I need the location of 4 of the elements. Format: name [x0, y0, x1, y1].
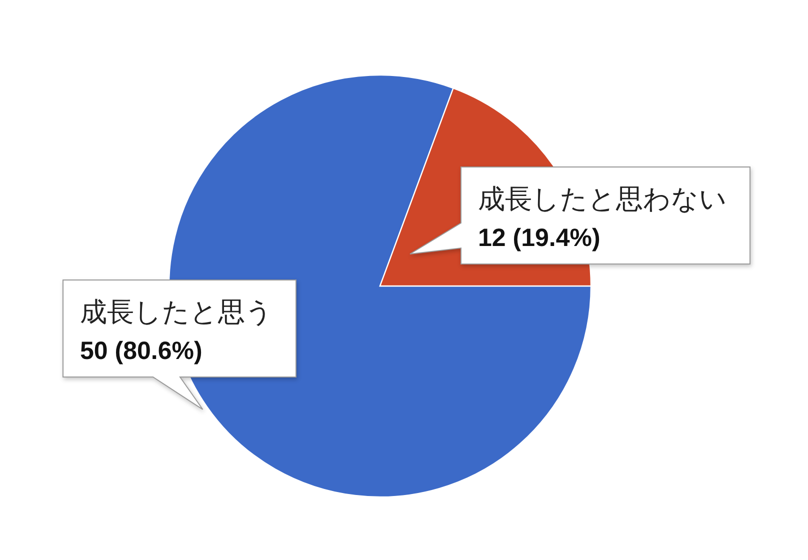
slice-label: 成長したと思わない [478, 184, 727, 214]
data-label: 50 (80.6%) [80, 337, 202, 365]
data-label: 12 (19.4%) [478, 224, 600, 252]
slice-label: 成長したと思う [80, 297, 273, 327]
